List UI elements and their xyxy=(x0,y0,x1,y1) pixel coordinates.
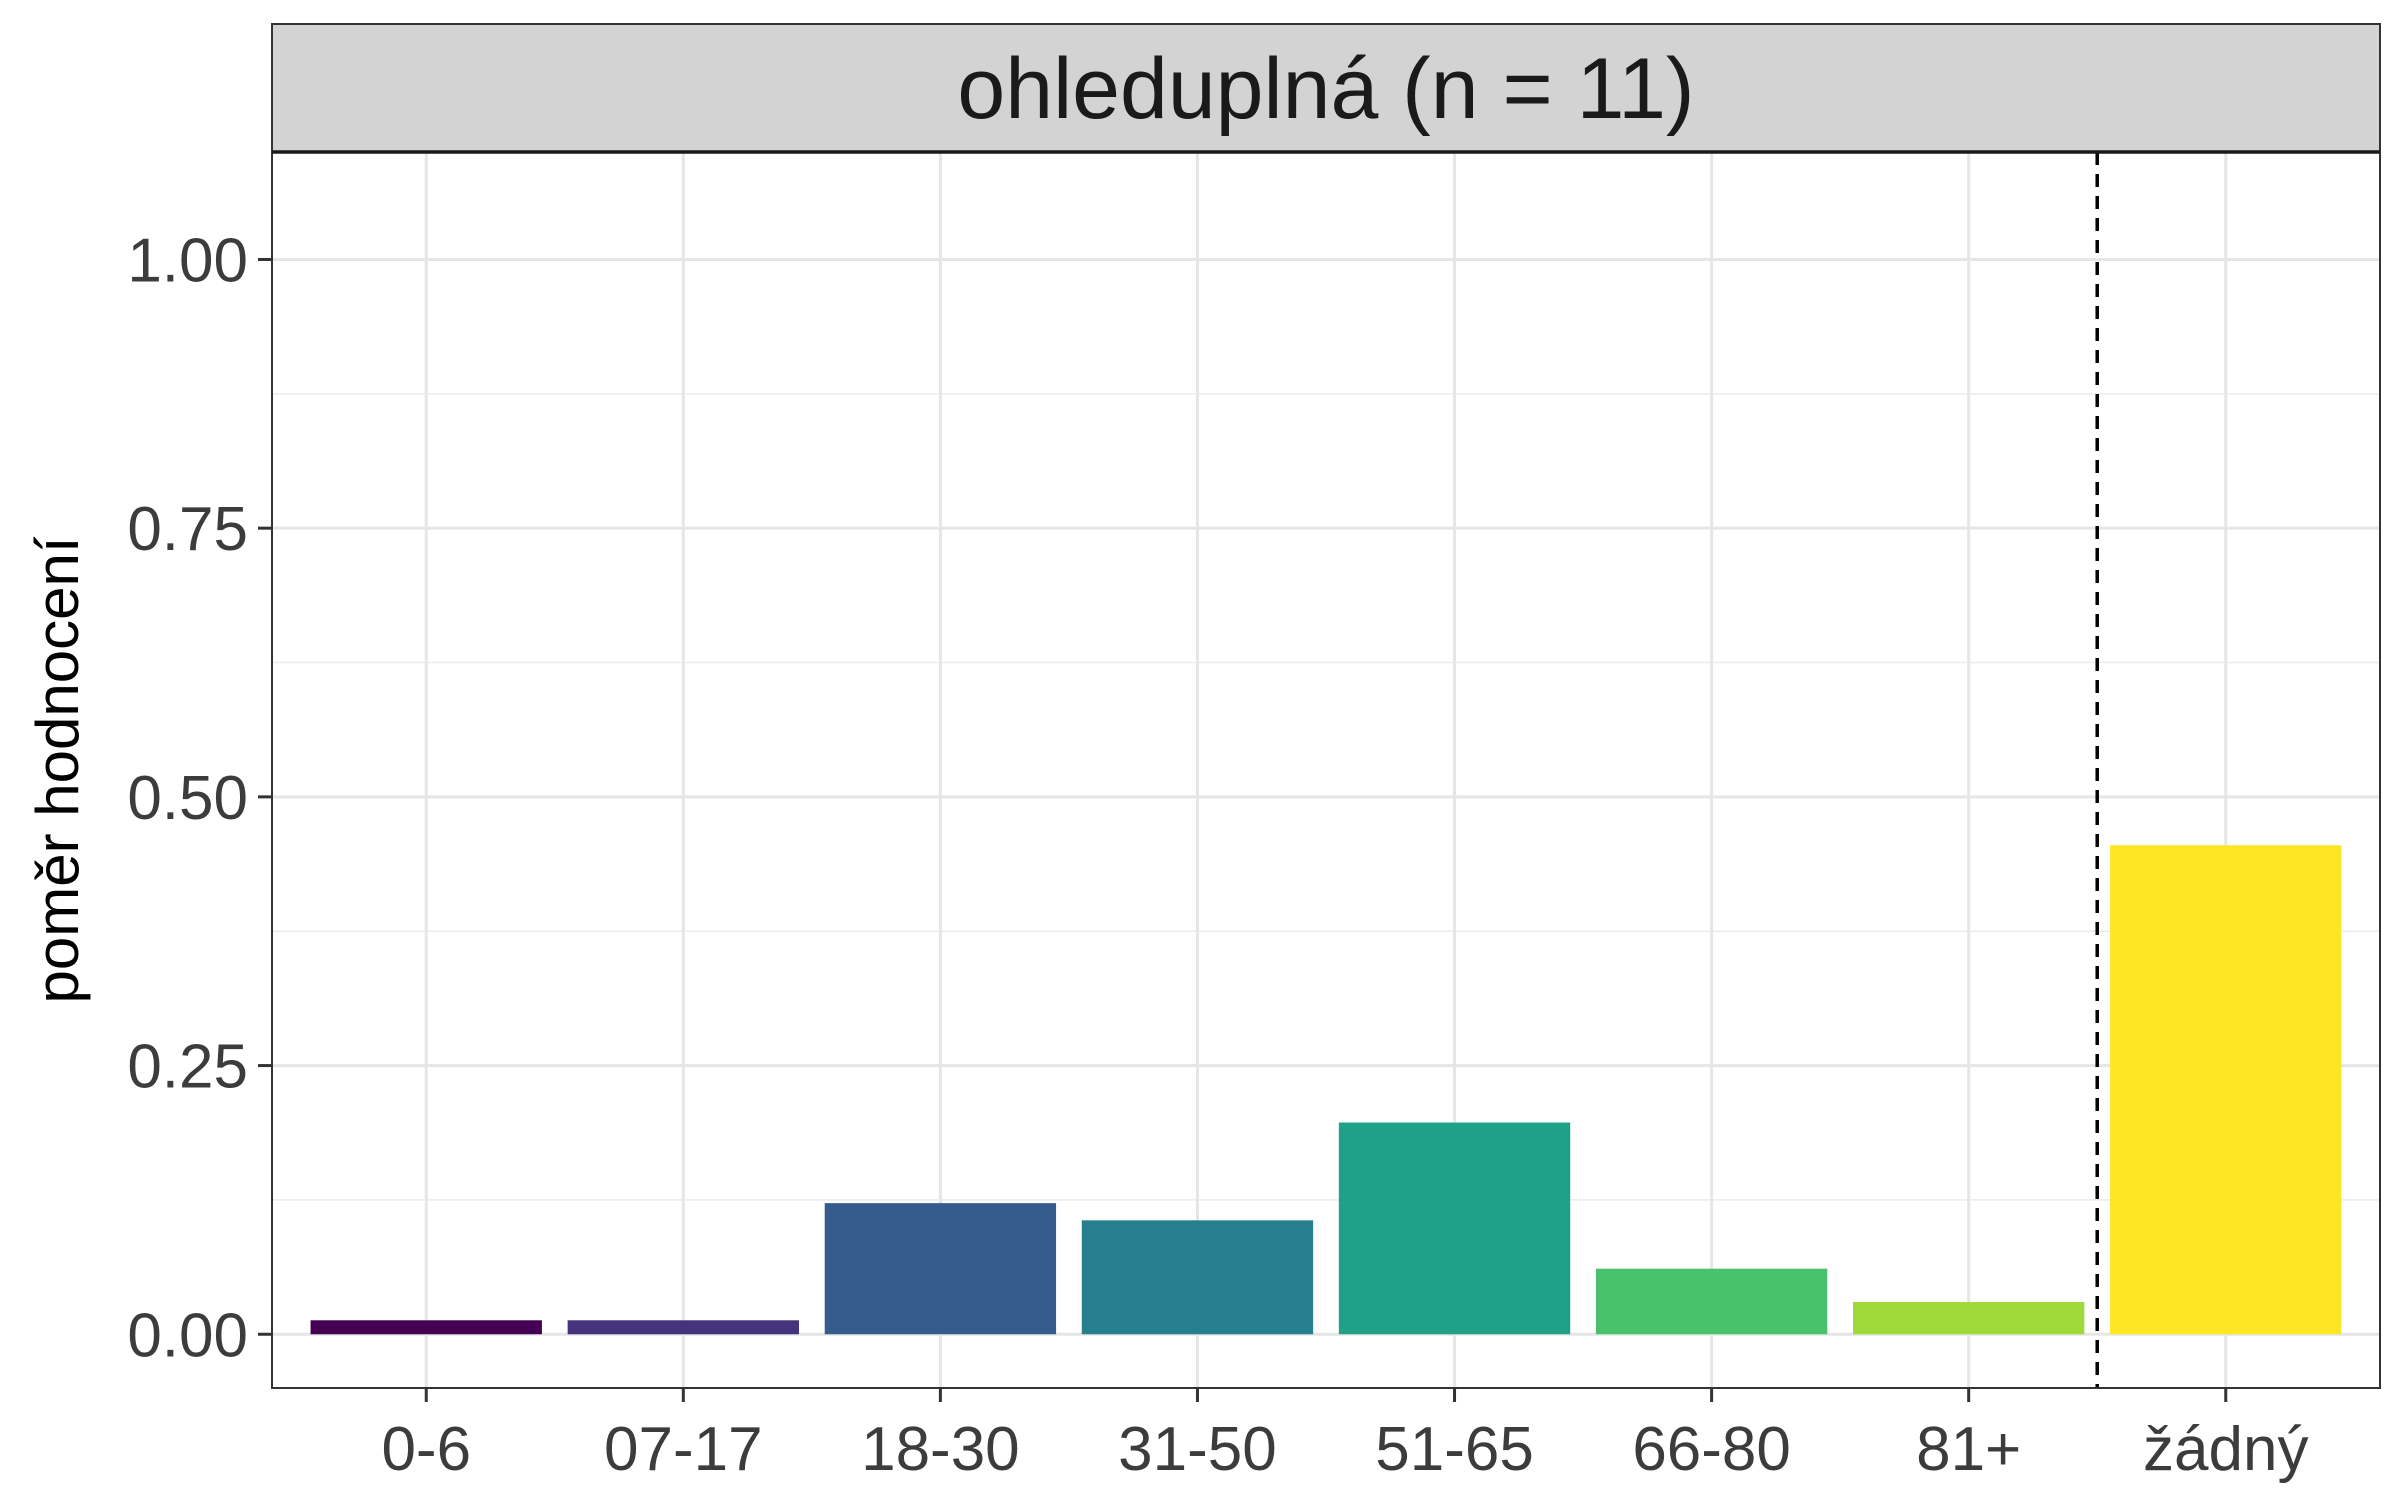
grid-major xyxy=(272,152,2380,1388)
facet-title: ohleduplná (n = 11) xyxy=(957,41,1694,137)
y-tick-label: 0.00 xyxy=(127,1301,248,1370)
bars xyxy=(310,845,2342,1335)
x-tick-label: žádný xyxy=(2143,1415,2308,1484)
y-tick-label: 0.25 xyxy=(127,1033,248,1102)
bar-18-30 xyxy=(824,1203,1057,1335)
x-tick-label: 66-80 xyxy=(1632,1415,1791,1484)
panel-border xyxy=(271,151,2381,1389)
x-tick-label: 07-17 xyxy=(604,1415,763,1484)
x-tick-label: 0-6 xyxy=(381,1415,471,1484)
bar-07-17 xyxy=(567,1320,799,1335)
y-axis: 0.00 0.25 0.50 0.75 1.00 xyxy=(127,226,272,1370)
x-tick-label: 31-50 xyxy=(1118,1415,1277,1484)
grid-minor xyxy=(272,393,2380,1201)
y-tick-label: 0.50 xyxy=(127,764,248,833)
y-tick-label: 1.00 xyxy=(127,226,248,295)
bar-66-80 xyxy=(1595,1268,1828,1335)
bar-31-50 xyxy=(1081,1220,1314,1335)
x-tick-label: 81+ xyxy=(1916,1415,2021,1484)
bar-81+ xyxy=(1853,1302,2085,1335)
y-axis-label: poměr hodnocení xyxy=(24,536,91,1003)
x-tick-label: 51-65 xyxy=(1375,1415,1534,1484)
bar-0-6 xyxy=(310,1320,542,1335)
bar-žádný xyxy=(2110,845,2342,1335)
y-tick-label: 0.75 xyxy=(127,495,248,564)
x-tick-label: 18-30 xyxy=(861,1415,1020,1484)
bar-51-65 xyxy=(1338,1122,1571,1335)
x-axis: 0-6 07-17 18-30 31-50 51-65 66-80 81+ žádný xyxy=(381,1388,2308,1484)
